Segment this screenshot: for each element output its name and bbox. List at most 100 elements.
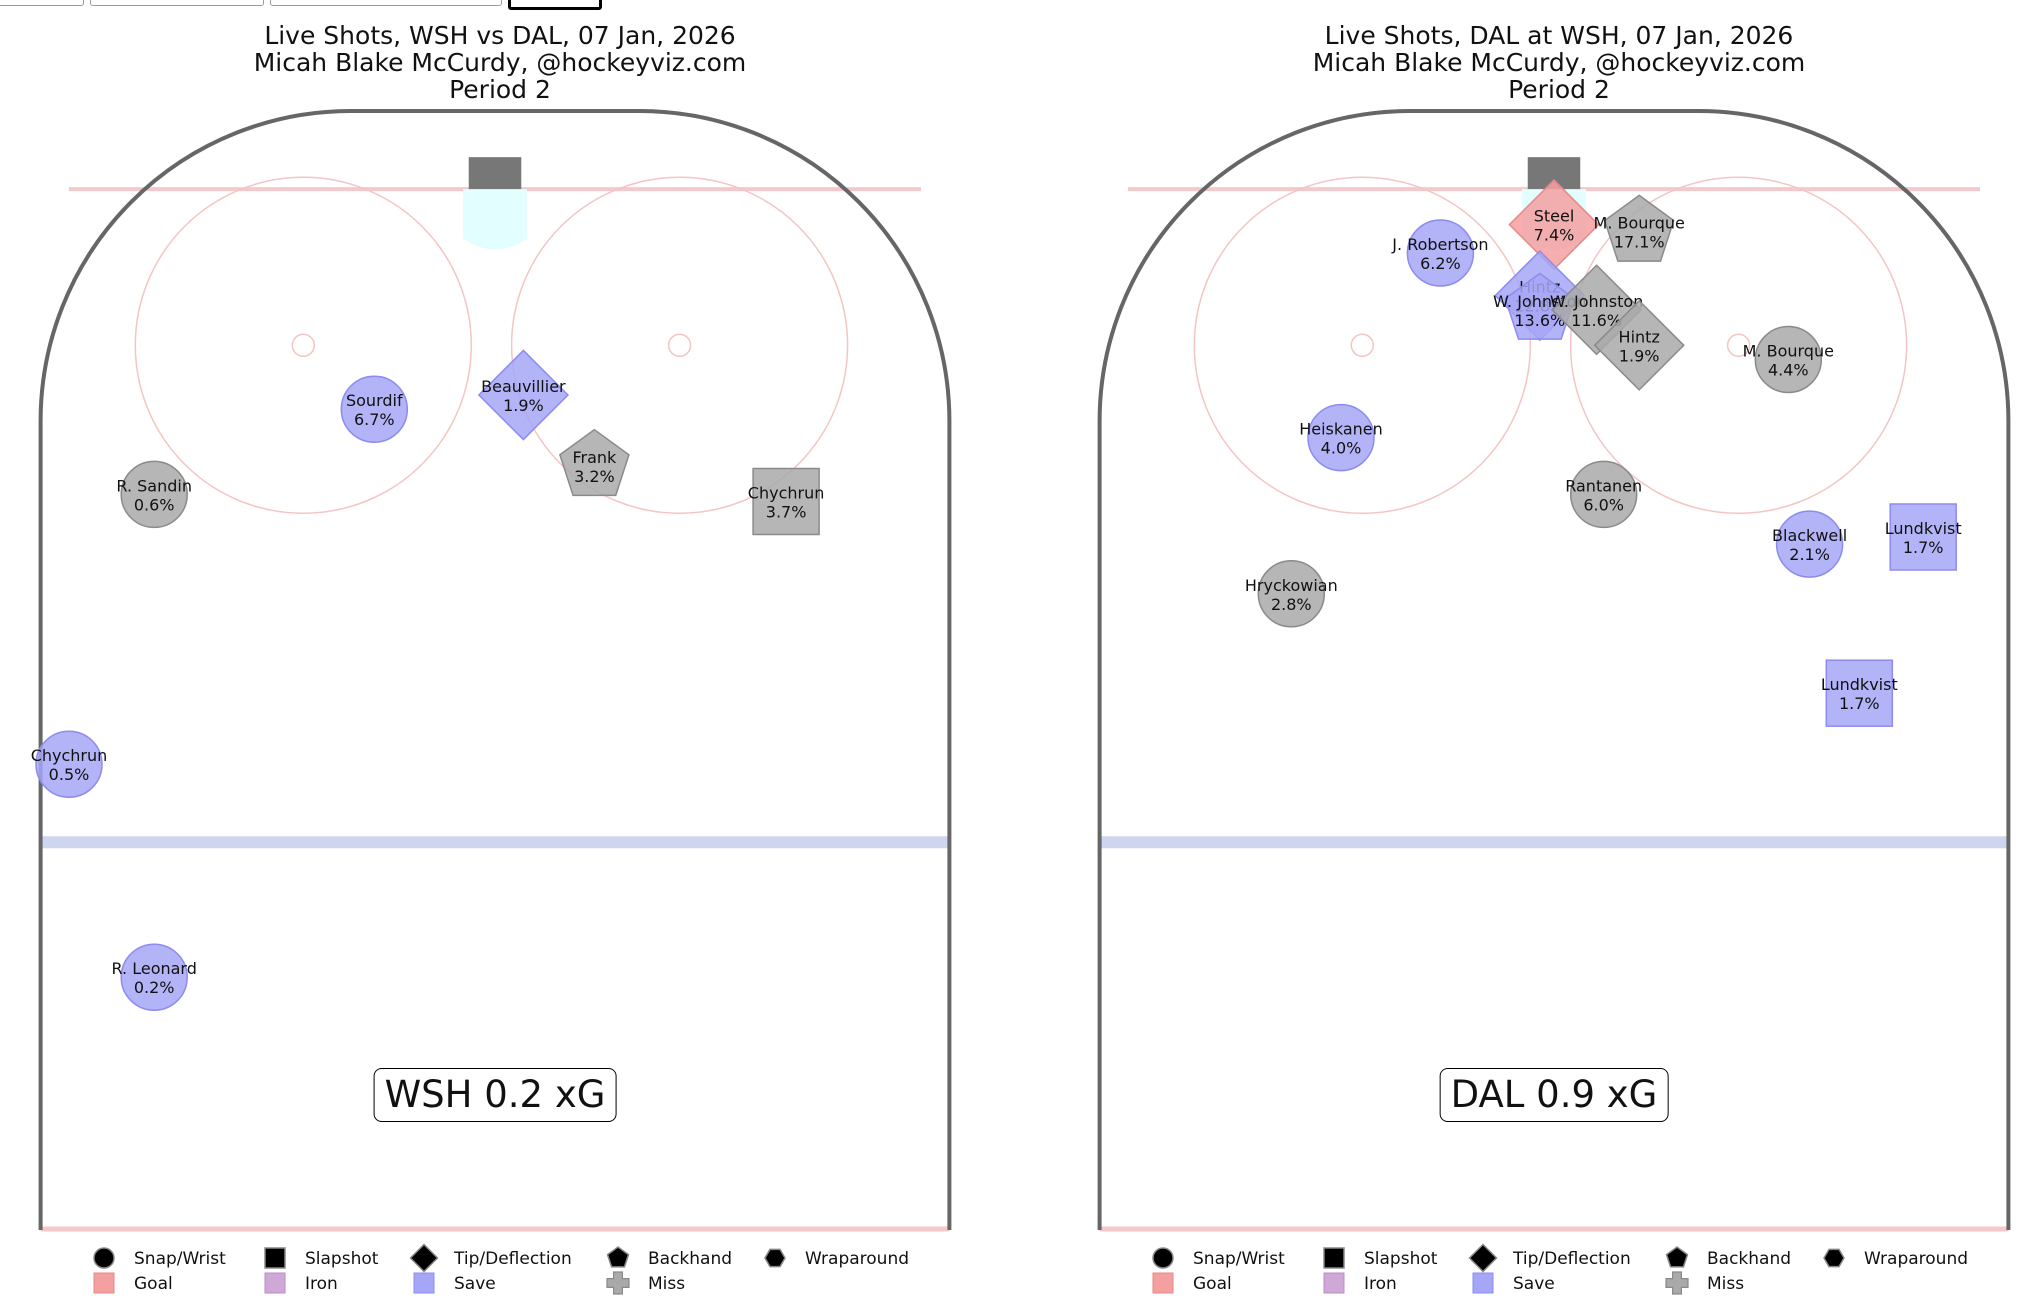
legend-result-label: Goal [1193,1274,1232,1294]
toolbar-button-3[interactable] [270,0,502,6]
legend-shape-label: Backhand [1707,1249,1791,1269]
toolbar-button-1[interactable] [0,0,84,6]
legend-shape-label: Wraparound [1864,1249,1968,1269]
save-legend-icon [413,1272,435,1294]
shot-marker [1307,403,1375,472]
shot-marker [1603,194,1675,262]
shot-xg-label: 1.7% [1903,538,1944,557]
shot-marker [1825,659,1894,727]
shot-marker [1775,510,1844,578]
legend-shape-label: Slapshot [1364,1249,1438,1269]
shot-player-label: Blackwell [1772,526,1847,545]
goal-net [468,157,522,190]
shot-player-label: Hryckowian [1245,576,1338,595]
save-legend-icon [1472,1272,1494,1294]
goal-legend-icon [93,1272,115,1294]
xg-total-box: DAL 0.9 xG [1439,1068,1669,1122]
slapshot-legend-icon [1323,1247,1345,1269]
right-faceoff-circle [510,176,849,515]
shot-xg-label: 13.6% [1514,311,1565,330]
miss-legend-icon [606,1271,630,1295]
shot-player-label: Sourdif [346,391,403,410]
shot-xg-label: 0.5% [49,765,90,784]
legend-result-label: Iron [1364,1274,1397,1294]
snap_wrist-legend-icon [1152,1247,1174,1269]
shot-player-label: R. Leonard [112,959,197,978]
snap_wrist-legend-icon [93,1247,115,1269]
shot-player-label: J. Robertson [1391,235,1488,254]
legend-shape-label: Snap/Wrist [1193,1249,1285,1269]
shot-xg-label: 3.7% [766,503,807,522]
right-faceoff-dot [1726,333,1751,358]
chart-title: Live Shots, WSH vs DAL, 07 Jan, 2026 [264,21,736,50]
legend-right: Snap/Wrist Slapshot Tip/Deflection Backhand… [1059,1238,2044,1308]
shot-marker [35,730,103,798]
shot-xg-label: 2.1% [1789,545,1830,564]
legend-svg: Snap/Wrist Slapshot Tip/Deflection Backhand… [93,1243,909,1295]
legend-shape-label: Wraparound [805,1249,909,1269]
shot-player-label: Hintz [1619,327,1660,346]
shot-marker [1569,460,1638,529]
shot-marker [1550,264,1643,356]
shot-player-label: Lundkvist [1885,519,1962,538]
shot-player-label: Heiskanen [1299,420,1383,439]
shot-xg-label: 4.4% [1768,361,1809,380]
shot-marker [477,349,570,441]
legend-shape-label: Tip/Deflection [1512,1249,1631,1269]
shot-marker [1257,560,1326,628]
legend-result-label: Miss [648,1274,685,1294]
shot-player-label: Beauvillier [481,377,566,396]
shot-player-label: M. Bourque [1594,214,1685,233]
shot-marker [558,428,630,497]
shot-player-label: Chychrun [748,484,825,503]
goal-crease [463,189,527,250]
shot-chart-panel-right: Live Shots, DAL at WSH, 07 Jan, 2026 Mic… [1059,0,2044,1308]
shot-marker [1889,503,1957,571]
shot-marker [340,375,409,443]
toolbar-button-4[interactable] [508,0,602,10]
shot-xg-label: 11.6% [1571,311,1622,330]
shot-marker [752,467,820,536]
shot-xg-label: 7.4% [1534,226,1575,245]
legend-svg: Snap/Wrist Slapshot Tip/Deflection Backhand… [1152,1243,1968,1295]
iron-legend-icon [264,1272,286,1294]
shot-player-label: Frank [572,448,617,467]
shot-xg-label: 0.2% [134,978,175,997]
shot-xg-label: 4.0% [1321,439,1362,458]
legend-result-label: Goal [134,1274,173,1294]
shot-player-label: Rantanen [1565,476,1642,495]
shot-xg-label: 1.7% [1839,694,1880,713]
shot-chart-panel-left: Live Shots, WSH vs DAL, 07 Jan, 2026 Mic… [0,0,1000,1308]
shot-xg-label: 1.9% [503,396,544,415]
left-faceoff-circle [1193,176,1532,515]
backhand-legend-icon [606,1246,630,1268]
rink-boards [38,109,952,1230]
shot-player-label: Steel [1534,207,1575,226]
right-faceoff-circle [1569,176,1908,515]
legend-left: Snap/Wrist Slapshot Tip/Deflection Backhand… [0,1238,1000,1308]
iron-legend-icon [1323,1272,1345,1294]
wraparound-legend-icon [764,1248,786,1268]
left-faceoff-dot [291,333,316,358]
miss-legend-icon [1665,1271,1689,1295]
shot-player-label: R. Sandin [116,476,192,495]
chart-title: Live Shots, DAL at WSH, 07 Jan, 2026 [1324,21,1794,50]
legend-shape-label: Snap/Wrist [134,1249,226,1269]
shot-marker [120,460,188,529]
chart-period: Period 2 [449,75,551,104]
legend-shape-label: Backhand [648,1249,732,1269]
shot-xg-label: 3.2% [574,467,615,486]
legend-result-label: Miss [1707,1274,1744,1294]
legend-result-label: Save [1513,1274,1555,1294]
tip_deflection-legend-icon [409,1243,439,1273]
chart-author: Micah Blake McCurdy, @hockeyviz.com [253,48,747,77]
shot-marker [1406,219,1475,287]
xg-total-box: WSH 0.2 xG [373,1068,617,1122]
left-faceoff-circle [134,176,473,515]
chart-author: Micah Blake McCurdy, @hockeyviz.com [1312,48,1806,77]
wraparound-legend-icon [1823,1248,1845,1268]
toolbar-button-2[interactable] [90,0,264,6]
shot-marker [120,943,188,1011]
shot-player-label: M. Bourque [1743,342,1834,361]
